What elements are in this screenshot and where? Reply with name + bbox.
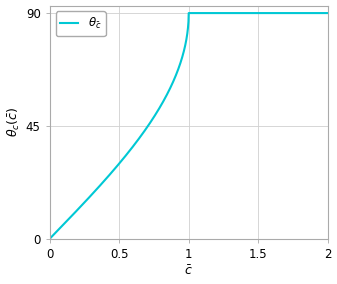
Legend: $\theta_{\bar{c}}$: $\theta_{\bar{c}}$ <box>56 11 106 36</box>
$\theta_{\bar{c}}$ <box>160 101 164 105</box>
$\theta_{\bar{c}}$ <box>249 11 253 15</box>
$\theta_{\bar{c}}$ <box>48 237 52 241</box>
Line: $\theta_{\bar{c}}$: $\theta_{\bar{c}}$ <box>50 13 328 239</box>
$\theta_{\bar{c}}$ <box>59 225 63 229</box>
$\theta_{\bar{c}}$ <box>191 11 195 15</box>
$\theta_{\bar{c}}$ <box>187 11 191 15</box>
$\theta_{\bar{c}}$ <box>166 91 170 95</box>
$\theta_{\bar{c}}$ <box>326 11 330 15</box>
$\theta_{\bar{c}}$ <box>155 110 159 113</box>
Y-axis label: $\theta_c(\bar{c})$: $\theta_c(\bar{c})$ <box>5 107 22 137</box>
X-axis label: $\bar{c}$: $\bar{c}$ <box>184 265 193 278</box>
